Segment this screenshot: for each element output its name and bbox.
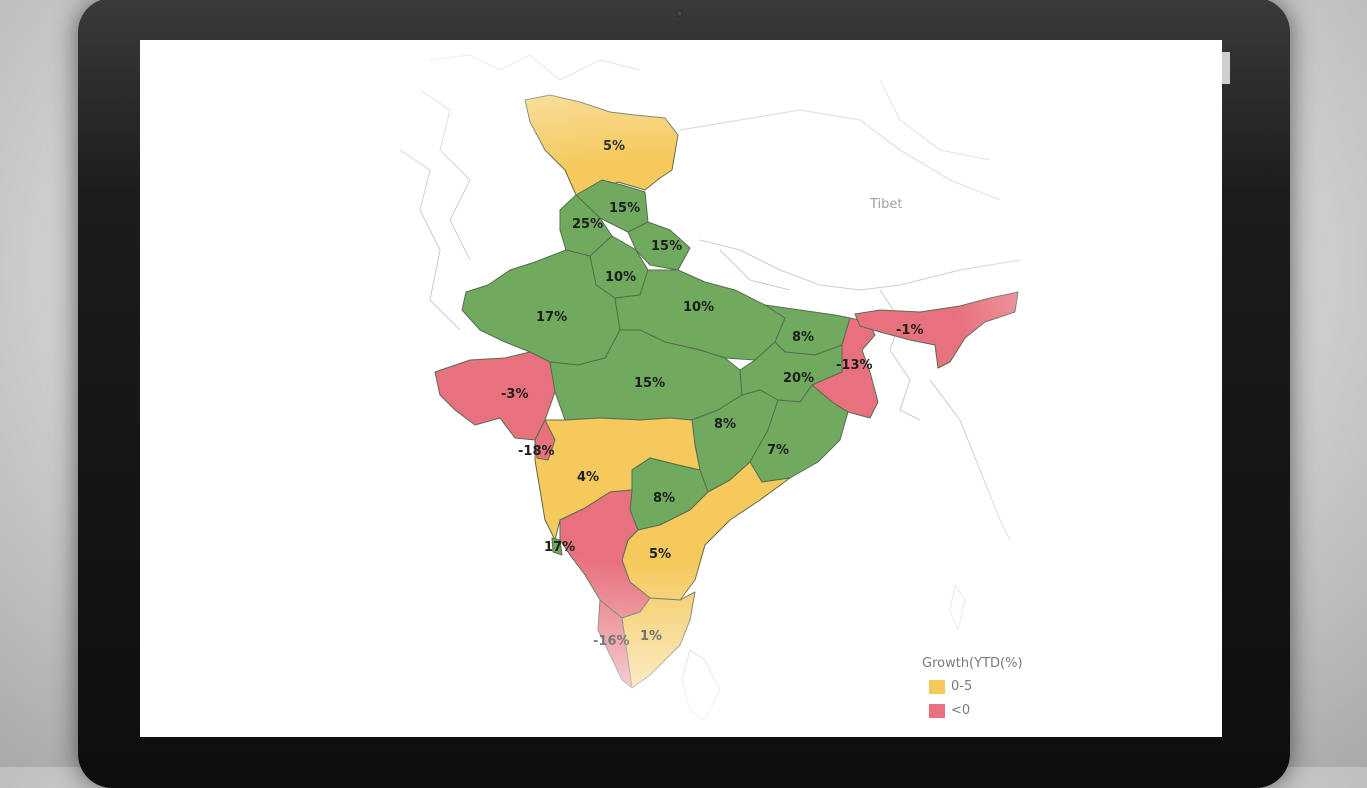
india-growth-map: Tibet 5% 15% 25% 15% 10% 17% 10% 8% -1% … <box>399 54 1021 721</box>
label-gujarat: -3% <box>501 387 528 402</box>
label-northeast: -1% <box>896 323 923 338</box>
state-northeast[interactable] <box>854 291 1019 369</box>
legend-title: Growth(YTD(%) <box>922 656 1023 671</box>
legend: Growth(YTD(%) 0-5 <0 <box>922 656 1023 719</box>
label-west-bengal: -13% <box>836 358 873 373</box>
state-gujarat[interactable] <box>434 351 556 441</box>
camera-icon <box>676 10 683 17</box>
label-uttarakhand: 15% <box>651 239 682 254</box>
tablet-side-button <box>1222 52 1230 84</box>
label-punjab: 25% <box>572 217 603 232</box>
tablet-screen: Tibet 5% 15% 25% 15% 10% 17% 10% 8% -1% … <box>140 40 1222 737</box>
label-uttar-pradesh: 10% <box>683 300 714 315</box>
label-chhattisgarh: 8% <box>714 417 736 432</box>
label-maharashtra: 4% <box>577 470 599 485</box>
legend-swatch-yellow <box>929 679 945 694</box>
label-rajasthan: 17% <box>536 310 567 325</box>
label-telangana: 8% <box>653 491 675 506</box>
label-kerala: -16% <box>593 634 630 649</box>
tibet-label: Tibet <box>869 197 903 212</box>
label-madhya-pradesh: 15% <box>634 376 665 391</box>
label-jharkhand: 20% <box>783 371 814 386</box>
label-tamil-nadu: 1% <box>640 629 662 644</box>
legend-item-0-5[interactable]: 0-5 <box>922 678 1023 695</box>
label-jammu-kashmir: 5% <box>603 139 625 154</box>
label-himachal: 15% <box>609 201 640 216</box>
label-haryana: 10% <box>605 270 636 285</box>
legend-item-below-zero[interactable]: <0 <box>922 702 1023 719</box>
legend-swatch-red <box>929 703 945 718</box>
label-andhra-pradesh: 5% <box>649 547 671 562</box>
legend-label-below-zero: <0 <box>951 703 971 718</box>
label-goa: 17% <box>544 540 575 555</box>
legend-label-0-5: 0-5 <box>951 679 973 694</box>
label-maharashtra-coast: -18% <box>518 444 555 459</box>
label-odisha: 7% <box>767 443 789 458</box>
label-bihar: 8% <box>792 330 814 345</box>
